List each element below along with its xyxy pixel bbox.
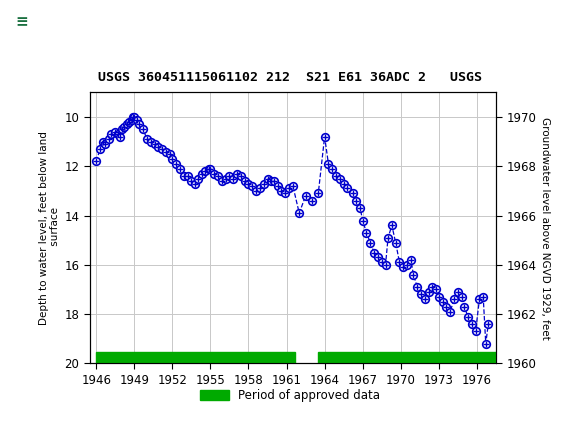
Bar [6, 2, 87, 43]
Bar [96, 352, 295, 365]
Text: ≡: ≡ [16, 14, 28, 29]
Text: USGS: USGS [58, 12, 113, 31]
Y-axis label: Groundwater level above NGVD 1929, feet: Groundwater level above NGVD 1929, feet [541, 117, 550, 339]
Legend: Period of approved data: Period of approved data [195, 384, 385, 407]
Bar [318, 352, 496, 365]
Y-axis label: Depth to water level, feet below land
 surface: Depth to water level, feet below land su… [39, 131, 60, 325]
Text: USGS 360451115061102 212  S21 E61 36ADC 2   USGS: USGS 360451115061102 212 S21 E61 36ADC 2… [98, 71, 482, 84]
